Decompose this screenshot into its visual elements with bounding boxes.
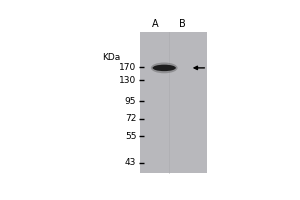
Text: A: A [152, 19, 158, 29]
Bar [140, 32, 207, 173]
Ellipse shape [151, 62, 178, 73]
Text: B: B [179, 19, 186, 29]
Text: 55: 55 [125, 132, 136, 141]
Text: 95: 95 [125, 97, 136, 106]
Text: 170: 170 [119, 63, 136, 72]
Text: KDa: KDa [102, 53, 120, 62]
Text: 72: 72 [125, 114, 136, 123]
Text: 43: 43 [125, 158, 136, 167]
Ellipse shape [153, 65, 176, 71]
Text: 130: 130 [119, 76, 136, 85]
